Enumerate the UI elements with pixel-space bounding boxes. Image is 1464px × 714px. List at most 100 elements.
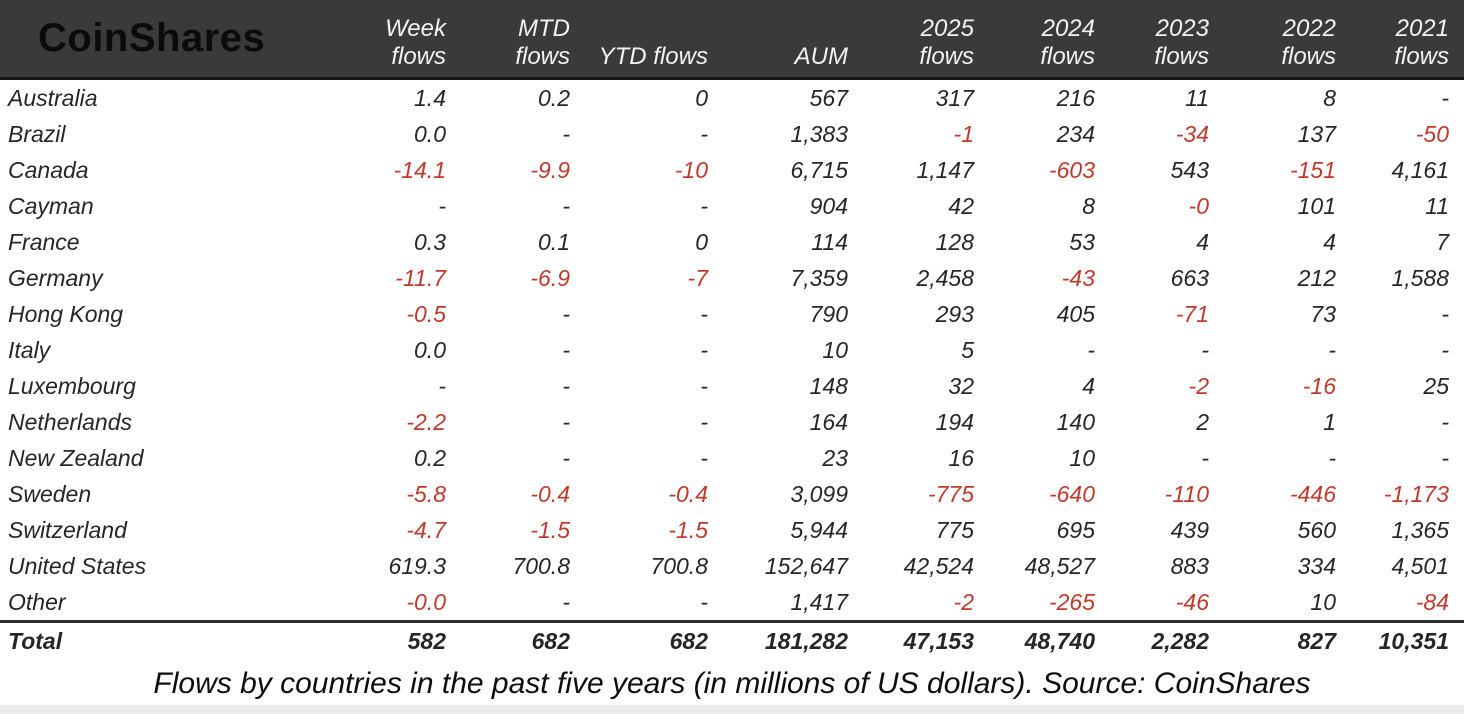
- value-cell: -71: [1175, 301, 1209, 327]
- value-cell: 212: [1297, 265, 1336, 291]
- value-cell: -151: [1289, 157, 1336, 183]
- table-row: Luxembourg - - - 148 32 4 -2 -16 25: [0, 368, 1464, 404]
- country-cell: New Zealand: [8, 445, 144, 471]
- value-cell: 48,527: [1024, 553, 1095, 579]
- value-cell: 152,647: [764, 553, 848, 579]
- value-cell: -5.8: [406, 481, 446, 507]
- value-cell: 42: [948, 193, 974, 219]
- value-cell: -1: [953, 121, 974, 147]
- value-cell: 10: [1069, 445, 1095, 471]
- value-cell: -10: [674, 157, 708, 183]
- country-cell: Netherlands: [8, 409, 133, 435]
- value-cell: 0.0: [414, 121, 446, 147]
- value-cell: 1,365: [1391, 517, 1449, 543]
- value-cell: 0.1: [538, 229, 570, 255]
- value-cell: 47,153: [850, 620, 976, 659]
- total-label: Total: [0, 620, 300, 659]
- value-cell: 128: [935, 229, 974, 255]
- value-cell: -0.4: [530, 481, 570, 507]
- value-cell: 234: [1056, 121, 1095, 147]
- table-row: Netherlands -2.2 - - 164 194 140 2 1 -: [0, 404, 1464, 440]
- value-cell: -84: [1415, 589, 1449, 615]
- value-cell: -1,173: [1383, 481, 1449, 507]
- table-row: Other -0.0 - - 1,417 -2 -265 -46 10 -84: [0, 584, 1464, 622]
- table-row: United States 619.3 700.8 700.8 152,647 42,52…: [0, 548, 1464, 584]
- value-cell: 8: [1082, 193, 1095, 219]
- value-cell: 42,524: [903, 553, 974, 579]
- value-cell: -603: [1048, 157, 1095, 183]
- value-cell: 0.3: [414, 229, 446, 255]
- value-cell: -: [562, 373, 570, 399]
- country-cell: Other: [8, 589, 66, 615]
- value-cell: 317: [935, 85, 974, 111]
- value-cell: -7: [687, 265, 708, 291]
- table-row: Canada -14.1 -9.9 -10 6,715 1,147 -603 543 -151 4…: [0, 152, 1464, 188]
- value-cell: -: [1441, 409, 1449, 435]
- value-cell: 5,944: [790, 517, 848, 543]
- value-cell: 11: [1185, 85, 1209, 111]
- value-cell: -265: [1048, 589, 1095, 615]
- value-cell: 4,501: [1391, 553, 1449, 579]
- value-cell: 181,282: [710, 620, 850, 659]
- value-cell: -2.2: [406, 409, 446, 435]
- value-cell: 16: [948, 445, 974, 471]
- country-cell: Italy: [8, 337, 51, 363]
- value-cell: -11.7: [395, 265, 446, 291]
- value-cell: 7,359: [790, 265, 848, 291]
- value-cell: 439: [1170, 517, 1209, 543]
- value-cell: 2,458: [916, 265, 974, 291]
- value-cell: -: [1087, 337, 1095, 363]
- table-header: CoinShares Week flows MTD flows YTD flow…: [0, 0, 1464, 80]
- value-cell: 0: [695, 85, 708, 111]
- value-cell: 619.3: [388, 553, 446, 579]
- header-cell-2024-flows: 2024 flows: [976, 0, 1097, 80]
- value-cell: 32: [948, 373, 974, 399]
- value-cell: -: [1328, 445, 1336, 471]
- value-cell: 0: [695, 229, 708, 255]
- value-cell: -4.7: [406, 517, 446, 543]
- value-cell: 4,161: [1391, 157, 1449, 183]
- value-cell: 1,588: [1391, 265, 1449, 291]
- value-cell: -1.5: [530, 517, 570, 543]
- table-row: New Zealand 0.2 - - 23 16 10 - - -: [0, 440, 1464, 476]
- value-cell: 101: [1297, 193, 1336, 219]
- value-cell: 3,099: [790, 481, 848, 507]
- value-cell: 53: [1069, 229, 1095, 255]
- header-cell-mtd-flows: MTD flows: [448, 0, 572, 80]
- country-cell: Switzerland: [8, 517, 127, 543]
- value-cell: -: [700, 589, 708, 615]
- value-cell: 775: [935, 517, 974, 543]
- value-cell: -: [562, 445, 570, 471]
- value-cell: -34: [1175, 121, 1209, 147]
- table-row: Cayman - - - 904 42 8 -0 101 11: [0, 188, 1464, 224]
- value-cell: -: [1441, 301, 1449, 327]
- country-cell: Sweden: [8, 481, 92, 507]
- country-cell: Canada: [8, 157, 89, 183]
- value-cell: -: [700, 445, 708, 471]
- value-cell: -: [1441, 85, 1449, 111]
- value-cell: 164: [809, 409, 848, 435]
- value-cell: 10,351: [1338, 620, 1464, 659]
- value-cell: 137: [1297, 121, 1336, 147]
- value-cell: 1,417: [790, 589, 848, 615]
- value-cell: 1.4: [414, 85, 446, 111]
- value-cell: -0: [1188, 193, 1209, 219]
- value-cell: -16: [1302, 373, 1336, 399]
- value-cell: -: [438, 193, 446, 219]
- value-cell: 216: [1056, 85, 1095, 111]
- value-cell: 682: [448, 620, 572, 659]
- value-cell: 8: [1323, 85, 1336, 111]
- table-row: Hong Kong -0.5 - - 790 293 405 -71 73 -: [0, 296, 1464, 332]
- value-cell: -0.5: [406, 301, 446, 327]
- value-cell: 695: [1056, 517, 1095, 543]
- country-cell: France: [8, 229, 80, 255]
- value-cell: 73: [1310, 301, 1336, 327]
- country-cell: Luxembourg: [8, 373, 136, 399]
- value-cell: -1.5: [668, 517, 708, 543]
- table-row: Italy 0.0 - - 10 5 - - - -: [0, 332, 1464, 368]
- value-cell: 140: [1056, 409, 1095, 435]
- value-cell: 0.2: [414, 445, 446, 471]
- table-body: Australia 1.4 0.2 0 567 317 216 11 8- Brazil 0.0- -…: [0, 79, 1464, 659]
- value-cell: -: [1441, 445, 1449, 471]
- value-cell: -446: [1289, 481, 1336, 507]
